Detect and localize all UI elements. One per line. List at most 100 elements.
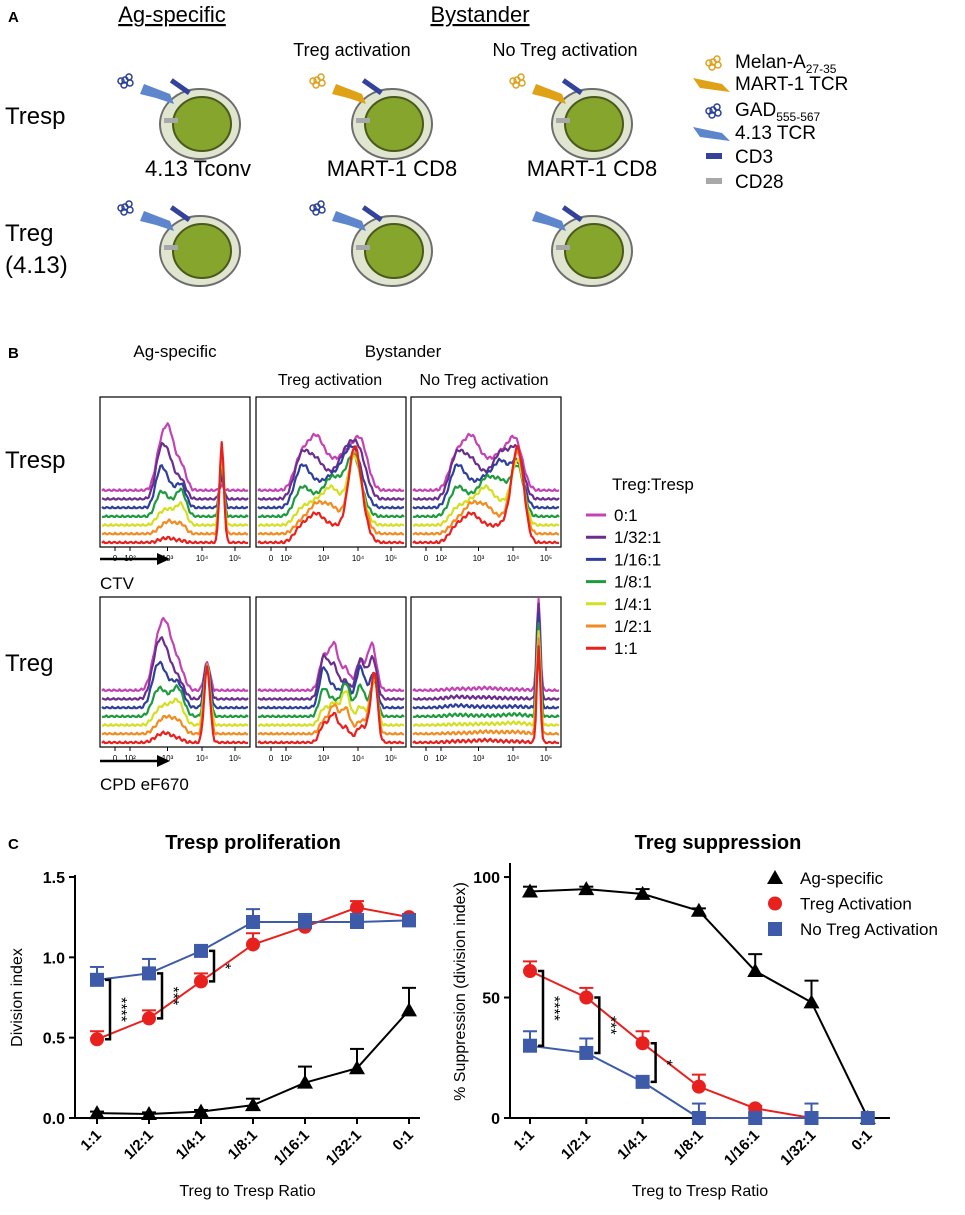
tick-label: 10⁵: [229, 554, 241, 563]
legend-label: 0:1: [614, 506, 638, 525]
tick-label: 10²: [435, 554, 447, 563]
data-point: [635, 1074, 650, 1089]
histogram-curve: [101, 665, 249, 745]
panel-a-text: A Ag-specific Bystander Treg activation …: [5, 2, 657, 279]
series-line: [529, 970, 868, 1119]
legend-text: MART-1 TCR: [735, 74, 848, 95]
tick-label: 10⁵: [540, 754, 552, 763]
histogram-curve: [412, 456, 560, 510]
cell-nucleus: [564, 223, 624, 279]
histogram-curve: [257, 445, 405, 545]
tick-label: 10²: [435, 754, 447, 763]
histogram-curve: [101, 660, 249, 710]
histogram-curve: [101, 441, 249, 545]
cd28: [356, 118, 370, 123]
cell-label: MART-1 CD8: [327, 156, 457, 181]
legend-label: 1/16:1: [614, 550, 661, 569]
cell-nucleus: [364, 96, 424, 152]
tick-label: 10⁵: [229, 754, 241, 763]
cd28: [556, 245, 570, 250]
x-tick-label: 1/2:1: [121, 1127, 157, 1163]
histogram-frame: [410, 396, 562, 548]
x-tick-label: 0:1: [848, 1127, 875, 1154]
histogram-curve: [412, 445, 560, 545]
data-point: [246, 914, 260, 929]
x-tick-label: 0:1: [389, 1127, 416, 1154]
legend-label: 1/4:1: [614, 595, 652, 614]
data-point: [803, 994, 820, 1009]
legend-label: 1/2:1: [614, 617, 652, 636]
data-point: [298, 914, 312, 929]
cd3: [169, 78, 191, 95]
cd28: [164, 118, 178, 123]
legend-label: 1:1: [614, 639, 638, 658]
chart-title: Treg suppression: [635, 832, 802, 854]
tick-label: 10³: [473, 754, 485, 763]
y-axis-label: % Suppression (division index): [452, 882, 469, 1101]
peptide: [705, 59, 713, 67]
y-tick-label: 0.5: [43, 1031, 65, 1048]
x-tick-label: 1/4:1: [614, 1127, 650, 1163]
cd3: [561, 205, 583, 222]
peptide: [318, 79, 326, 87]
tick-label: 10³: [473, 554, 485, 563]
histogram-curve: [413, 458, 560, 527]
legend-label: 1/8:1: [614, 573, 652, 592]
legend-label: MART-1 TCR: [735, 74, 848, 95]
legend-text: 4.13 TCR: [735, 123, 816, 144]
significance-label: ****: [112, 997, 129, 1022]
cell-nucleus: [172, 223, 232, 279]
arrow-head: [157, 755, 170, 767]
tick-label: 10²: [280, 554, 292, 563]
tick-label: 10³: [318, 754, 330, 763]
legend-label: CD3: [735, 147, 773, 168]
tick-label: 10⁴: [352, 754, 365, 763]
histogram-curve: [257, 671, 405, 745]
data-point: [523, 964, 537, 979]
cd28: [556, 118, 570, 123]
data-point: [297, 1074, 313, 1089]
data-point: [860, 1111, 875, 1125]
legend-label: 4.13 TCR: [735, 123, 816, 144]
cell-label: MART-1 CD8: [527, 156, 657, 181]
cell-nucleus: [564, 96, 624, 152]
legend-sub: 27-35: [806, 62, 837, 76]
data-point: [691, 1079, 706, 1094]
legend-text: GAD: [735, 100, 776, 121]
panel-letter: A: [8, 9, 19, 26]
axis-label: CPD eF670: [100, 775, 189, 794]
histogram-curve: [101, 663, 248, 736]
data-point: [634, 885, 651, 900]
arrow-head: [157, 553, 170, 565]
x-tick-label: 1/32:1: [777, 1127, 819, 1169]
data-point: [522, 883, 538, 898]
y-tick-label: 0.0: [43, 1111, 65, 1128]
histogram-frame: [99, 596, 251, 748]
legend-sub: 555-567: [776, 110, 820, 124]
significance-bracket: [538, 969, 545, 1047]
legend-label: No Treg Activation: [800, 920, 938, 939]
cd3: [561, 78, 583, 95]
tick-label: 0: [424, 554, 429, 563]
data-point: [747, 963, 764, 978]
cell-nucleus: [364, 223, 424, 279]
tcr: [140, 84, 174, 104]
legend-label: 1/32:1: [614, 528, 661, 547]
data-point: [89, 1105, 105, 1120]
histogram-curve: [257, 432, 405, 492]
histogram-curve: [257, 664, 405, 710]
peptide: [318, 206, 326, 214]
cd3: [169, 205, 191, 222]
x-tick-label: 1/4:1: [173, 1127, 209, 1163]
cell-label: 4.13 Tconv: [145, 156, 251, 181]
data-point: [691, 1111, 706, 1125]
x-tick-label: 1/8:1: [671, 1127, 707, 1163]
data-point: [748, 1111, 763, 1125]
sub-header: Treg activation: [278, 372, 382, 389]
peptide: [714, 109, 722, 117]
data-point: [246, 937, 260, 952]
data-point: [578, 881, 595, 896]
tick-label: 10⁴: [507, 554, 520, 563]
col-header: Ag-specific: [118, 2, 226, 27]
peptide: [126, 79, 134, 87]
